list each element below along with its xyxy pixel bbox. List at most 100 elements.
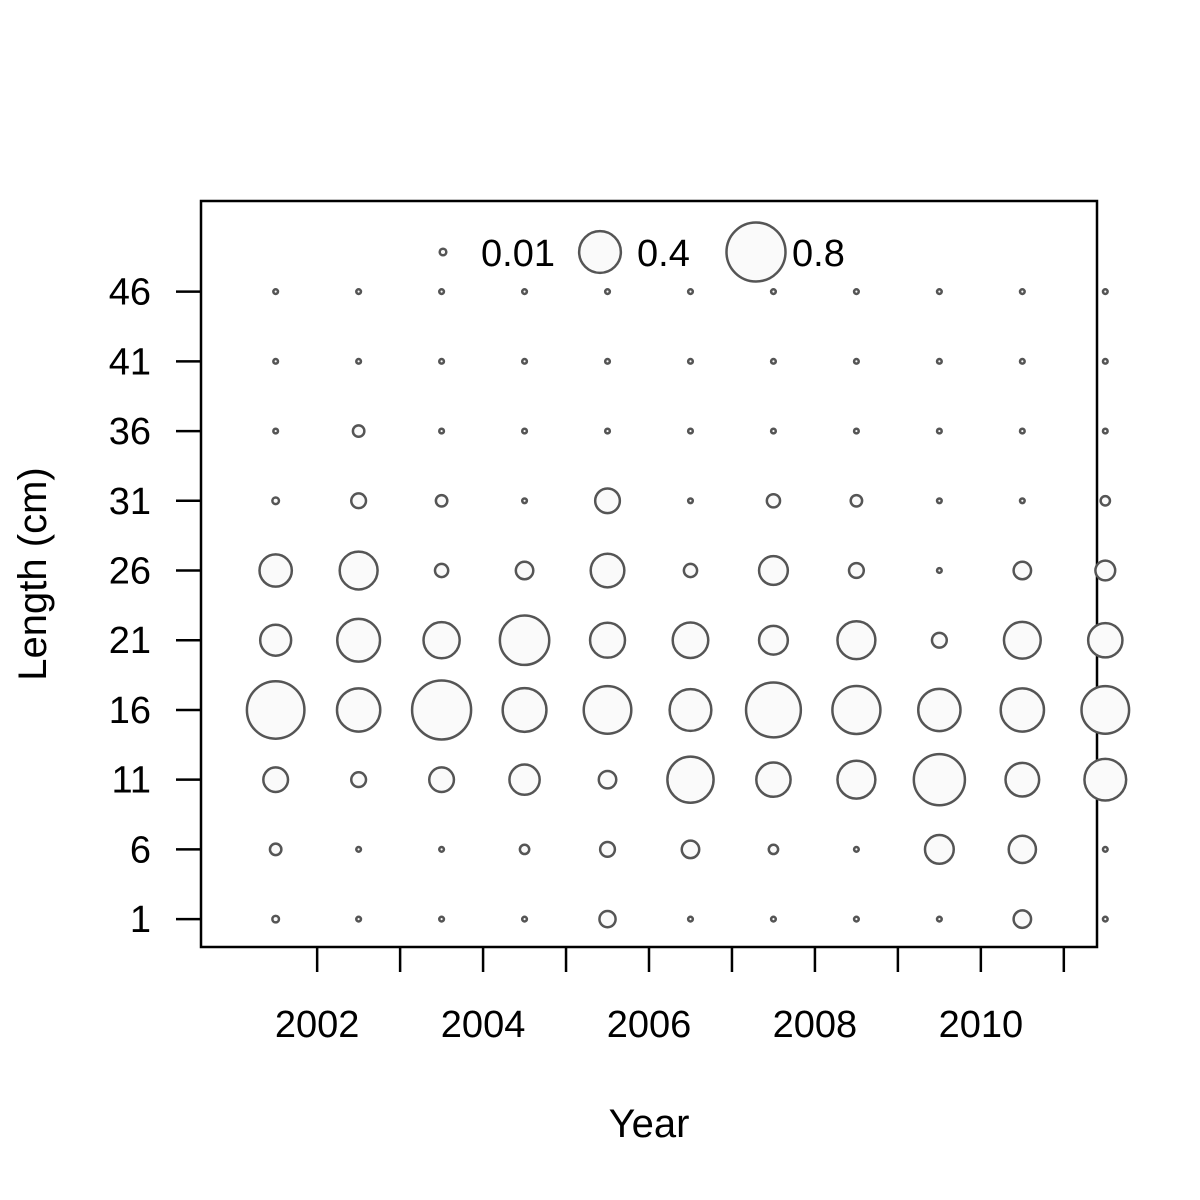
bubble-point xyxy=(757,554,790,587)
bubble-point xyxy=(852,288,860,296)
bubble-point xyxy=(836,620,877,661)
bubble-point xyxy=(935,288,943,296)
bubble-point xyxy=(268,842,283,857)
bubble-point xyxy=(769,915,778,923)
y-tick-label: 26 xyxy=(109,551,151,593)
bubble-point xyxy=(852,915,860,923)
bubble-point xyxy=(831,684,882,736)
legend: 0.01 0.4 0.8 xyxy=(438,221,845,283)
bubble-point xyxy=(1018,427,1026,435)
bubble-point xyxy=(338,550,379,591)
bubble-point xyxy=(757,624,790,656)
bubble-point xyxy=(355,357,363,365)
bubble-point xyxy=(433,562,450,579)
bubble-point xyxy=(336,617,382,663)
bubble-point xyxy=(351,424,366,439)
bubble-point xyxy=(935,427,943,435)
bubble-point xyxy=(935,915,943,923)
bubble-point xyxy=(1094,559,1117,582)
bubble-point xyxy=(258,553,294,588)
bubble-point xyxy=(912,752,967,807)
bubble-point xyxy=(350,771,368,789)
bubble-point xyxy=(1099,494,1112,507)
bubble-point xyxy=(1004,761,1041,798)
bubble-point xyxy=(1012,560,1033,581)
bubble-point xyxy=(603,357,612,365)
bubble-point xyxy=(755,761,792,799)
bubble-point xyxy=(501,686,548,734)
y-tick-label: 46 xyxy=(109,272,151,314)
bubble-point xyxy=(498,614,551,667)
bubble-point xyxy=(1083,757,1128,802)
bubble-point xyxy=(508,763,541,797)
legend-label: 0.01 xyxy=(481,233,555,275)
bubble-point xyxy=(852,845,860,853)
bubble-point xyxy=(1101,357,1109,365)
bubble-point xyxy=(335,687,382,733)
bubble-point xyxy=(589,552,626,589)
bubble-point xyxy=(272,427,280,435)
bubble-point xyxy=(438,845,446,853)
bubble-point xyxy=(588,621,627,659)
bubble-point xyxy=(935,497,943,505)
bubble-point xyxy=(923,833,955,866)
bubble-point xyxy=(1012,909,1033,930)
bubble-point xyxy=(598,840,617,859)
bubble-point xyxy=(355,288,363,296)
bubble-point xyxy=(520,497,529,505)
bubble-point xyxy=(935,566,943,575)
bubble-point xyxy=(686,288,695,296)
bubble-point xyxy=(593,487,622,515)
bubble-point xyxy=(520,288,529,296)
bubble-point xyxy=(852,357,860,365)
bubble-point xyxy=(769,427,778,435)
bubble-point xyxy=(1101,915,1109,923)
legend-bubble xyxy=(725,221,787,283)
bubble-point xyxy=(258,623,293,657)
y-tick-label: 41 xyxy=(109,341,151,383)
bubble-point xyxy=(355,845,363,853)
bubble-point xyxy=(598,909,617,929)
bubble-point xyxy=(355,915,363,923)
bubble-point xyxy=(917,687,962,733)
bubble-point xyxy=(582,684,633,735)
legend-label: 0.4 xyxy=(637,233,690,275)
bubble-point xyxy=(666,755,715,805)
bubble-point xyxy=(350,492,368,510)
bubble-point xyxy=(428,766,456,794)
bubble-point xyxy=(1101,427,1109,435)
bubble-point xyxy=(1101,288,1109,296)
x-tick-label: 2010 xyxy=(939,1004,1024,1046)
y-tick-label: 21 xyxy=(109,620,151,662)
x-axis-title: Year xyxy=(609,1102,690,1146)
legend-bubble xyxy=(577,229,623,275)
bubble-point xyxy=(767,843,780,856)
bubble-point xyxy=(1007,834,1038,865)
bubble-point xyxy=(769,357,778,365)
bubble-point xyxy=(422,620,461,660)
x-tick-label: 2002 xyxy=(275,1004,360,1046)
bubble-point xyxy=(603,288,612,296)
bubble-point xyxy=(514,560,535,581)
bubble-point xyxy=(836,759,877,800)
bubble-point xyxy=(1080,684,1131,735)
bubble-point xyxy=(671,621,710,660)
bubble-point xyxy=(686,497,695,505)
bubble-point xyxy=(271,496,281,506)
bubble-point xyxy=(930,631,948,649)
legend-label: 0.8 xyxy=(792,233,845,275)
x-axis: 2002 2004 2006 2008 2010 xyxy=(275,947,1066,1046)
bubble-point xyxy=(520,427,529,435)
bubble-point xyxy=(438,357,446,365)
bubble-point xyxy=(744,681,803,739)
bubble-point xyxy=(686,357,695,365)
bubble-point xyxy=(410,679,473,741)
bubble-point xyxy=(682,562,699,579)
y-axis-title: Length (cm) xyxy=(11,467,55,680)
plot-frame xyxy=(199,199,1099,949)
bubble-point xyxy=(272,288,280,296)
bubble-point xyxy=(520,357,529,365)
x-tick-label: 2008 xyxy=(773,1004,858,1046)
